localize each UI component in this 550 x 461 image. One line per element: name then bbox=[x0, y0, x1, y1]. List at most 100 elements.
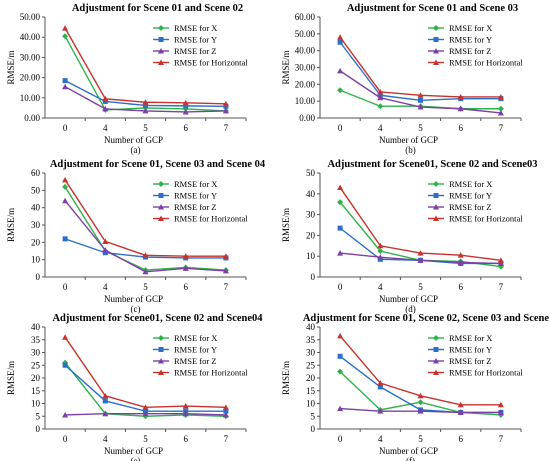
data-point bbox=[457, 401, 464, 408]
legend-label: RMSE for Horizontal bbox=[449, 214, 523, 224]
legend-label: RMSE for Y bbox=[449, 191, 492, 201]
legend-label: RMSE for Z bbox=[449, 202, 492, 212]
x-axis-label: Number of GCP bbox=[104, 135, 163, 145]
legend-marker bbox=[433, 347, 439, 352]
y-tick-label: 40 bbox=[306, 189, 316, 199]
x-tick-label: 6 bbox=[458, 123, 463, 133]
data-point bbox=[377, 242, 384, 249]
legend-marker bbox=[158, 335, 164, 341]
x-tick-label: 0 bbox=[338, 434, 343, 444]
data-point bbox=[62, 183, 69, 190]
legend-marker bbox=[433, 25, 439, 31]
data-point bbox=[457, 259, 464, 265]
data-point bbox=[222, 107, 229, 114]
chart-panel-a: Adjustment for Scene 01 and Scene 02 0.00… bbox=[6, 3, 248, 155]
y-tick-label: 5 bbox=[36, 411, 41, 421]
legend-marker bbox=[158, 59, 164, 65]
legend-marker bbox=[158, 215, 164, 221]
data-point bbox=[62, 78, 68, 84]
data-point bbox=[182, 99, 189, 106]
x-tick-label: 4 bbox=[103, 282, 108, 292]
data-point bbox=[337, 332, 344, 339]
legend-label: RMSE for Horizontal bbox=[174, 58, 248, 68]
data-point bbox=[377, 408, 384, 414]
y-tick-label: 40.00 bbox=[20, 32, 41, 42]
x-tick-label: 4 bbox=[378, 282, 383, 292]
chart-caption: (c) bbox=[131, 304, 141, 314]
data-point bbox=[377, 94, 384, 101]
data-point bbox=[417, 250, 424, 256]
data-point bbox=[417, 408, 424, 414]
y-tick-label: 50 bbox=[31, 185, 41, 195]
data-point bbox=[377, 248, 384, 254]
legend-label: RMSE for Y bbox=[449, 345, 492, 355]
legend-label: RMSE for X bbox=[174, 333, 217, 343]
legend-marker bbox=[158, 347, 164, 352]
y-axis-label: RMSE/m bbox=[281, 361, 291, 395]
x-tick-label: 5 bbox=[418, 282, 423, 292]
y-tick-label: 20.00 bbox=[20, 73, 41, 83]
x-tick-label: 0 bbox=[338, 282, 343, 292]
y-axis-label: RMSE/m bbox=[281, 50, 291, 84]
legend-label: RMSE for Y bbox=[174, 35, 217, 45]
data-point bbox=[377, 384, 383, 390]
y-tick-label: 50.00 bbox=[20, 12, 41, 22]
x-axis-label: Number of GCP bbox=[379, 294, 438, 304]
y-tick-label: 30 bbox=[31, 348, 41, 358]
y-tick-label: 15 bbox=[306, 386, 316, 396]
chart-caption: (b) bbox=[405, 145, 416, 155]
data-point bbox=[102, 398, 108, 404]
data-point bbox=[182, 265, 189, 271]
x-tick-label: 0 bbox=[338, 123, 343, 133]
legend-marker bbox=[433, 37, 439, 42]
data-point bbox=[62, 176, 69, 183]
x-tick-label: 6 bbox=[458, 282, 463, 292]
data-point bbox=[222, 100, 229, 107]
legend-label: RMSE for Horizontal bbox=[449, 368, 523, 378]
y-tick-label: 10 bbox=[306, 251, 316, 261]
chart-title: Adjustment for Scene 01, Scene 02, Scene… bbox=[303, 313, 550, 324]
x-tick-label: 7 bbox=[499, 123, 504, 133]
data-point bbox=[222, 267, 229, 274]
y-tick-label: 30.00 bbox=[20, 52, 41, 62]
x-tick-label: 7 bbox=[224, 282, 229, 292]
data-point bbox=[337, 34, 344, 40]
chart-title: Adjustment for Scene 01 and Scene 03 bbox=[347, 3, 518, 14]
y-axis-label: RMSE/m bbox=[6, 208, 16, 242]
data-point bbox=[497, 105, 504, 112]
y-tick-label: 50 bbox=[306, 168, 316, 178]
data-point bbox=[457, 252, 464, 258]
chart-title: Adjustment for Scene 01 and Scene 02 bbox=[72, 3, 243, 14]
y-tick-label: 60 bbox=[31, 168, 41, 178]
data-point bbox=[143, 102, 148, 108]
data-point bbox=[337, 199, 344, 206]
legend-label: RMSE for Horizontal bbox=[449, 58, 523, 68]
chart-panel-f: Adjustment for Scene 01, Scene 02, Scene… bbox=[281, 313, 550, 461]
y-tick-label: 40.00 bbox=[295, 46, 316, 56]
y-axis-label: RMSE/m bbox=[6, 361, 16, 395]
legend-label: RMSE for X bbox=[174, 179, 217, 189]
data-point bbox=[337, 39, 343, 45]
y-tick-label: 0 bbox=[311, 272, 316, 282]
data-point bbox=[62, 334, 69, 340]
legend-label: RMSE for Y bbox=[174, 345, 217, 355]
x-tick-label: 6 bbox=[183, 282, 188, 292]
chart-caption: (a) bbox=[131, 145, 141, 155]
data-point bbox=[497, 260, 504, 266]
x-tick-label: 5 bbox=[418, 434, 423, 444]
chart-caption: (d) bbox=[405, 304, 416, 314]
data-point bbox=[62, 25, 69, 31]
legend-label: RMSE for Z bbox=[174, 46, 217, 56]
legend-label: RMSE for X bbox=[174, 23, 217, 33]
data-point bbox=[102, 105, 109, 112]
legend-marker bbox=[433, 193, 439, 198]
y-tick-label: 5 bbox=[311, 411, 316, 421]
legend-label: RMSE for Horizontal bbox=[174, 214, 248, 224]
legend-label: RMSE for Z bbox=[174, 356, 217, 366]
data-point bbox=[497, 401, 504, 408]
legend-marker bbox=[158, 181, 164, 187]
x-tick-label: 0 bbox=[63, 434, 68, 444]
y-tick-label: 10 bbox=[31, 399, 41, 409]
y-tick-label: 30 bbox=[31, 220, 41, 230]
data-point bbox=[62, 33, 69, 40]
